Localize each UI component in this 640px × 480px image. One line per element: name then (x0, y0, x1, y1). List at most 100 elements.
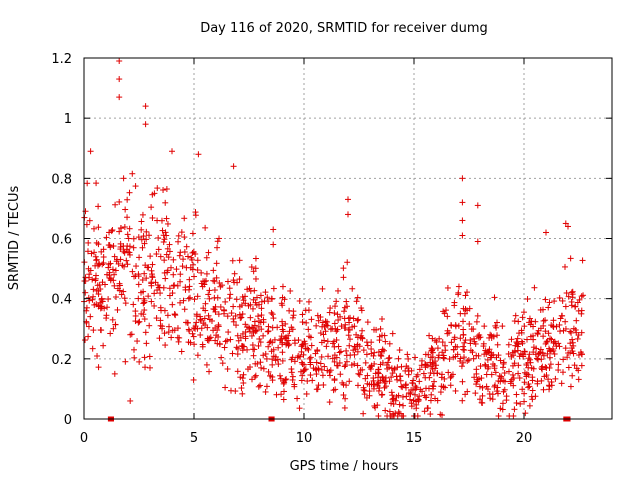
data-point (289, 326, 296, 333)
data-point (545, 330, 552, 337)
data-point (341, 404, 348, 411)
data-point (136, 318, 143, 325)
data-point (258, 312, 265, 319)
data-point (359, 327, 366, 334)
data-point (335, 317, 342, 324)
data-point (162, 342, 169, 349)
data-point (483, 383, 490, 390)
data-point (142, 364, 149, 371)
outlier-point (345, 211, 351, 218)
data-point (448, 322, 455, 329)
data-point (404, 351, 411, 358)
data-point (340, 391, 347, 398)
data-point (117, 243, 124, 250)
data-point (571, 362, 578, 369)
data-point (203, 270, 210, 277)
y-tick-label: 1 (64, 112, 72, 127)
data-point (347, 352, 354, 359)
data-point (199, 341, 206, 348)
data-point (147, 253, 154, 260)
data-point (83, 221, 90, 228)
data-point (428, 391, 435, 398)
data-point (421, 408, 428, 415)
data-point (513, 400, 520, 407)
data-point (184, 319, 191, 326)
data-point (244, 346, 251, 353)
data-point (303, 319, 310, 326)
data-point (130, 301, 137, 308)
data-point (575, 376, 582, 383)
data-point (432, 395, 439, 402)
data-point (386, 354, 393, 361)
data-point (526, 315, 533, 322)
data-point (422, 385, 429, 392)
data-point (85, 323, 92, 330)
data-point (230, 315, 237, 322)
data-point (207, 334, 214, 341)
data-point (560, 356, 567, 363)
data-point (186, 276, 193, 283)
data-point (162, 199, 169, 206)
data-point (242, 329, 249, 336)
data-point (379, 391, 386, 398)
data-point (524, 336, 531, 343)
data-point (143, 236, 150, 243)
data-point (446, 356, 453, 363)
data-point (411, 412, 418, 419)
data-point (319, 319, 326, 326)
data-point (119, 262, 126, 269)
data-point (321, 337, 328, 344)
data-point (434, 370, 441, 377)
data-point (256, 318, 263, 325)
data-point (238, 314, 245, 321)
data-point (408, 367, 415, 374)
data-point (568, 298, 575, 305)
data-point (84, 180, 91, 187)
data-point (126, 249, 133, 256)
data-point (535, 356, 542, 363)
data-point (99, 298, 106, 305)
data-point (135, 281, 142, 288)
data-point (95, 203, 102, 210)
data-point (260, 352, 267, 359)
data-point (296, 297, 303, 304)
data-point (488, 371, 495, 378)
data-point (526, 356, 533, 363)
data-point (166, 323, 173, 330)
data-point (215, 311, 222, 318)
data-point (101, 305, 108, 312)
data-point (519, 386, 526, 393)
data-point (229, 257, 236, 264)
data-point (198, 269, 205, 276)
data-point (517, 400, 524, 407)
data-point (96, 261, 103, 268)
data-point (351, 323, 358, 330)
data-point (375, 349, 382, 356)
data-point (258, 364, 265, 371)
data-point (420, 370, 427, 377)
data-point (255, 313, 262, 320)
data-point (155, 234, 162, 241)
data-point (580, 292, 587, 299)
data-point (148, 267, 155, 274)
data-point (545, 376, 552, 383)
data-point (106, 229, 113, 236)
data-point (553, 323, 560, 330)
data-point (190, 249, 197, 256)
data-point (339, 379, 346, 386)
data-point (346, 378, 353, 385)
data-point (279, 349, 286, 356)
data-point (93, 256, 100, 263)
data-point (138, 226, 145, 233)
data-point (95, 364, 102, 371)
data-point (555, 340, 562, 347)
data-point (341, 324, 348, 331)
data-point (121, 295, 128, 302)
data-point (347, 336, 354, 343)
data-point (467, 340, 474, 347)
data-point (455, 322, 462, 329)
data-point (263, 355, 270, 362)
data-point (279, 302, 286, 309)
data-point (114, 306, 121, 313)
